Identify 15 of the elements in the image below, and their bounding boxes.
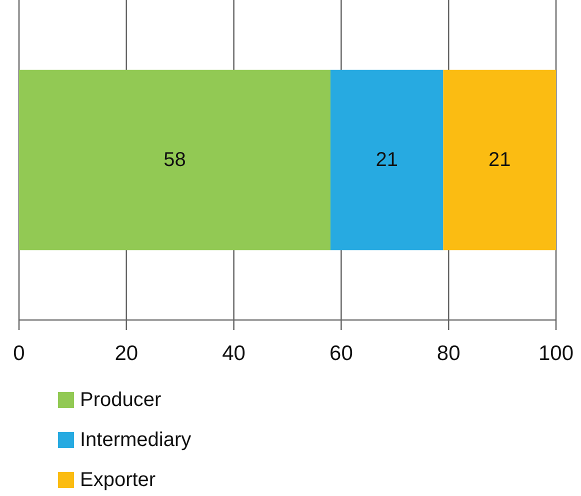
data-label: 21 — [488, 149, 511, 171]
bar — [443, 70, 556, 250]
bar — [19, 70, 330, 250]
legend-label: Producer — [80, 389, 162, 411]
x-tick-label: 80 — [436, 342, 460, 365]
x-tick-label: 100 — [538, 342, 574, 365]
bar — [330, 70, 444, 250]
x-tick-label: 0 — [13, 342, 25, 365]
x-tick-label: 20 — [114, 342, 138, 365]
data-label: 58 — [164, 149, 186, 171]
x-tick-label: 40 — [222, 342, 246, 365]
legend-label: Intermediary — [80, 429, 192, 451]
legend-label: Exporter — [80, 469, 156, 491]
data-label: 21 — [376, 149, 398, 171]
x-tick-label: 60 — [330, 342, 353, 365]
